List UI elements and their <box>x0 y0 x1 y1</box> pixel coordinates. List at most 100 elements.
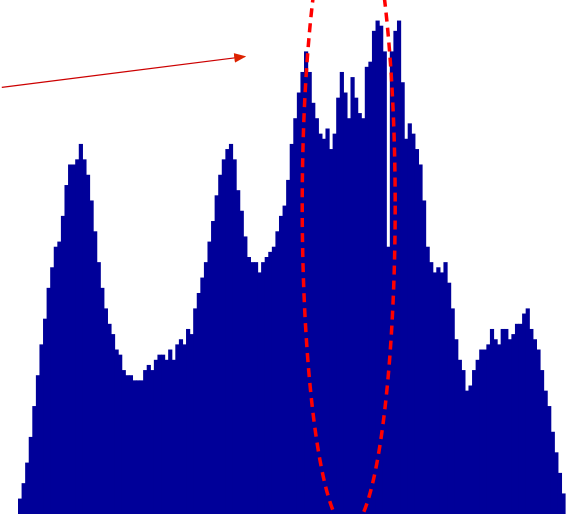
histogram-bar <box>57 241 62 514</box>
histogram-bar <box>282 205 287 514</box>
histogram-bar <box>82 159 87 514</box>
annotations <box>1 0 397 514</box>
histogram-bar <box>25 462 30 514</box>
histogram-bar <box>454 339 459 514</box>
histogram-bar <box>293 118 298 514</box>
histogram-bar <box>296 92 302 514</box>
histogram-bar <box>268 251 273 514</box>
histogram-bars <box>18 20 566 514</box>
histogram-bar <box>246 257 251 514</box>
histogram-bar <box>314 118 319 514</box>
histogram-bar <box>432 272 437 514</box>
histogram-bar <box>189 334 194 514</box>
histogram-bar <box>114 349 119 514</box>
histogram-bar <box>60 215 66 514</box>
histogram-bar <box>511 334 516 514</box>
histogram-bar <box>464 390 470 514</box>
highlight-ellipse <box>300 0 397 514</box>
histogram-bar <box>193 308 198 514</box>
histogram-bar <box>429 262 434 514</box>
histogram-bar <box>343 92 348 514</box>
histogram-bar <box>532 339 537 514</box>
histogram-bar <box>107 323 112 514</box>
annotation-arrow <box>1 53 247 88</box>
histogram-bar <box>468 385 473 514</box>
histogram-bar <box>307 71 312 514</box>
histogram-bar <box>118 354 123 514</box>
histogram-bar <box>325 128 330 514</box>
histogram-bar <box>218 174 223 514</box>
histogram-bar <box>78 143 83 514</box>
histogram-bar <box>146 364 151 514</box>
histogram-bar <box>236 190 241 514</box>
histogram-bar <box>132 380 137 514</box>
histogram-bar <box>35 375 41 514</box>
histogram-bar <box>207 241 212 514</box>
histogram-bar <box>493 339 498 514</box>
histogram-bar <box>404 138 409 514</box>
histogram-bar <box>196 292 201 514</box>
histogram-bar <box>436 267 441 514</box>
histogram-bar <box>311 102 316 514</box>
histogram-bar <box>157 354 162 514</box>
histogram-bar <box>447 282 452 514</box>
histogram-bar <box>239 210 244 514</box>
histogram-bar <box>543 390 548 514</box>
histogram-bar <box>96 262 101 514</box>
histogram-bar <box>371 30 377 514</box>
histogram-bar <box>50 267 55 514</box>
histogram-bar <box>346 118 352 514</box>
histogram-bar <box>529 328 534 514</box>
histogram-bar <box>171 359 176 514</box>
histogram-bar <box>554 452 559 514</box>
histogram-bar <box>286 179 291 514</box>
histogram-bar <box>182 344 187 514</box>
histogram-bar <box>414 149 420 514</box>
histogram-bar <box>472 370 477 514</box>
histogram-bar <box>53 246 58 514</box>
histogram-bar <box>550 431 555 514</box>
histogram-bar <box>507 339 512 514</box>
histogram-bar <box>539 370 545 514</box>
histogram-bar <box>121 370 126 514</box>
histogram-bar <box>43 318 48 514</box>
histogram-bar <box>253 262 259 514</box>
histogram-bar <box>161 354 166 514</box>
histogram-bar <box>32 406 37 514</box>
histogram-bar <box>418 164 423 514</box>
histogram-bar <box>364 66 369 514</box>
histogram-bar <box>271 246 277 514</box>
histogram-bar <box>514 323 520 514</box>
histogram-bar <box>178 339 184 514</box>
histogram-bar <box>382 51 387 514</box>
histogram-bar <box>214 195 219 514</box>
histogram-bar <box>504 328 509 514</box>
histogram-bar <box>300 71 305 514</box>
histogram-bar <box>128 375 134 514</box>
histogram-bar <box>68 164 73 514</box>
histogram-bar <box>329 149 334 514</box>
histogram-bar <box>400 82 405 514</box>
histogram-bar <box>321 138 327 514</box>
histogram-bar <box>93 231 98 514</box>
histogram-bar <box>150 370 155 514</box>
histogram-bar <box>243 236 248 514</box>
histogram-bar <box>28 436 33 514</box>
histogram-bar <box>143 370 148 514</box>
histogram-bar <box>100 287 105 514</box>
histogram-bar <box>89 200 94 514</box>
histogram-bar <box>221 159 226 514</box>
histogram-bar <box>547 406 552 514</box>
histogram-bar <box>203 262 209 514</box>
histogram-bar <box>153 359 159 514</box>
histogram-bar <box>479 349 484 514</box>
histogram-bar <box>439 272 445 514</box>
histogram-bar <box>450 308 455 514</box>
histogram-bar <box>500 328 505 514</box>
histogram-bar <box>261 262 266 514</box>
histogram-bar <box>135 380 141 514</box>
histogram-bar <box>21 483 26 514</box>
histogram-bar <box>71 164 76 514</box>
histogram-bar <box>275 231 280 514</box>
